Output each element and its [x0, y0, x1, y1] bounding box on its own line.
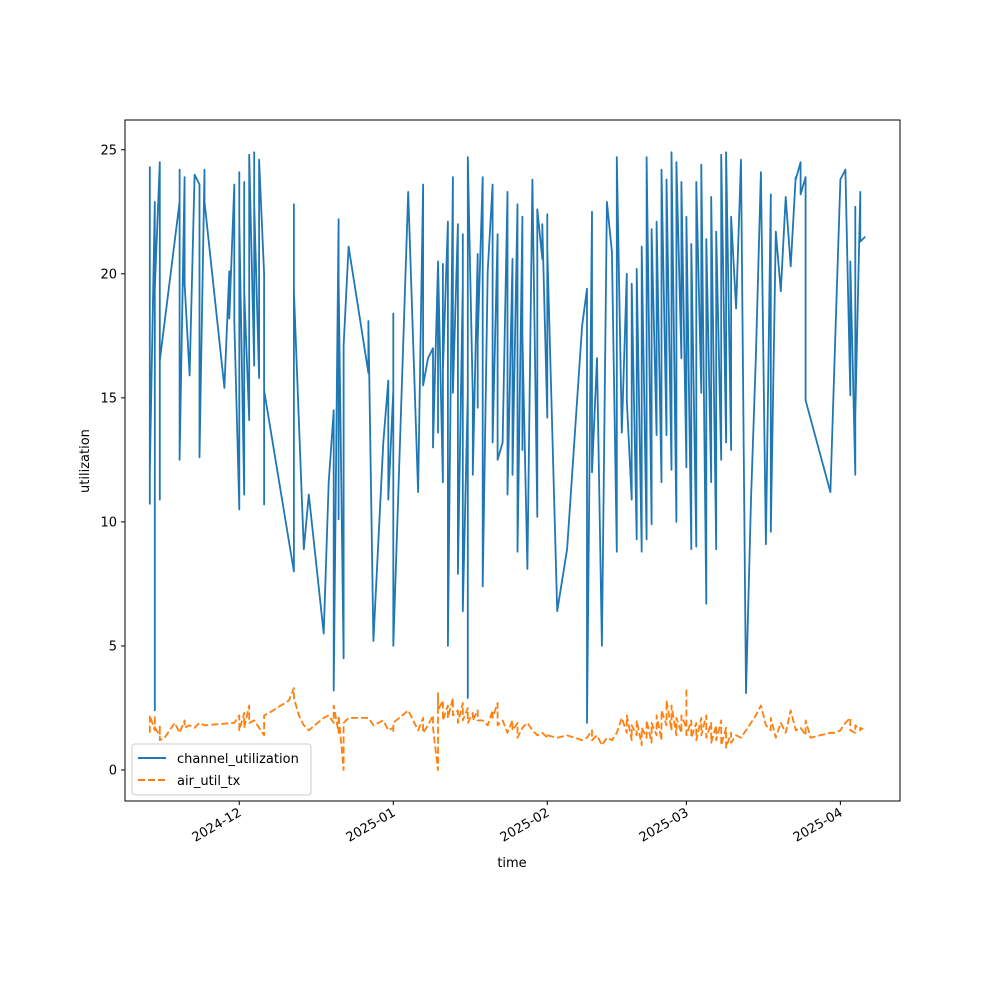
y-tick-label: 10 — [100, 515, 117, 530]
y-tick-label: 20 — [100, 267, 117, 282]
y-axis: 0 5 10 15 20 25 — [100, 143, 125, 778]
series-line-air-util-tx — [148, 687, 866, 771]
legend-label-channel-utilization: channel_utilization — [177, 752, 299, 767]
legend-box — [131, 743, 312, 796]
y-tick-label: 0 — [109, 763, 117, 778]
legend-label-air-util-tx: air_util_tx — [177, 774, 241, 789]
series-layer — [148, 151, 866, 771]
y-axis-label: utilization — [78, 429, 93, 493]
legend: channel_utilization air_util_tx — [131, 743, 312, 796]
x-axis-label: time — [497, 856, 526, 871]
plot-frame — [124, 119, 901, 802]
y-tick-label: 25 — [100, 143, 117, 158]
series-line-channel-utilization — [148, 151, 866, 724]
y-tick-label: 5 — [109, 639, 117, 654]
y-tick-label: 15 — [100, 391, 117, 406]
